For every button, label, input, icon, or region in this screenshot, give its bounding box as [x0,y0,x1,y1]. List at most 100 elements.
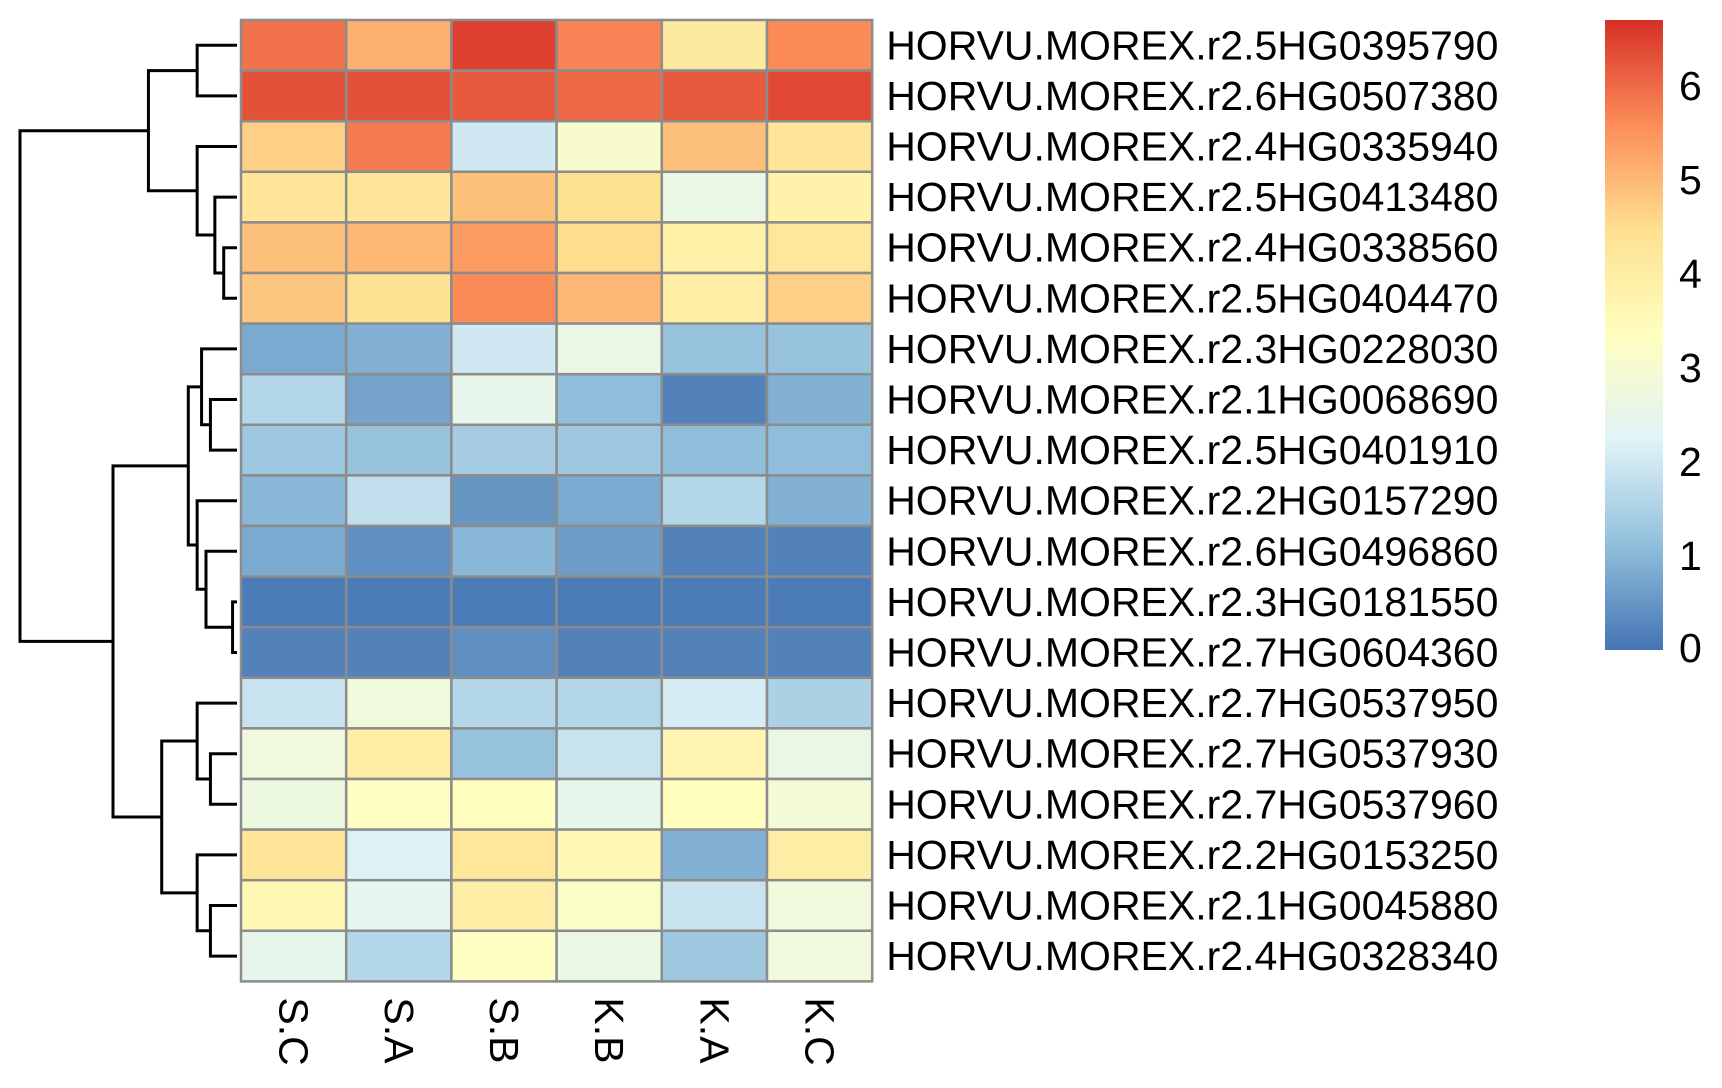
column-label: S.C [271,997,317,1065]
heatmap-cell [450,575,558,629]
heatmap-cell [555,929,664,983]
heatmap-cell [765,524,874,578]
legend-tick-label: 1 [1679,533,1702,579]
heatmap-cell [555,575,664,629]
row-labels: HORVU.MOREX.r2.5HG0395790 HORVU.MOREX.r2.… [886,22,1498,979]
row-label: HORVU.MOREX.r2.6HG0496860 [886,528,1498,574]
row-label: HORVU.MOREX.r2.6HG0507380 [886,73,1498,119]
heatmap-cell [555,625,664,680]
heatmap-cell [660,372,769,427]
heatmap-cell [660,322,769,376]
row-label: HORVU.MOREX.r2.1HG0045880 [886,883,1498,929]
heatmap-cell [555,170,664,224]
heatmap-cell [555,119,664,174]
heatmap-cell [555,423,664,477]
heatmap-cell [450,372,558,427]
dendrogram-branch [200,347,237,427]
heatmap-cell [660,18,769,72]
heatmap-cell [344,271,453,325]
legend-tick-label: 0 [1679,625,1702,671]
column-label: K.A [691,997,737,1064]
heatmap-cell [239,878,348,933]
dendrogram-branch [222,246,237,300]
row-label: HORVU.MOREX.r2.2HG0157290 [886,478,1498,524]
heatmap-cell [239,18,348,72]
heatmap-cell [765,575,874,629]
heatmap-cell [660,625,769,680]
dendrogram-branch [186,385,202,547]
heatmap-cell [344,828,453,882]
dendrogram-branch [195,499,237,591]
dendrogram-branch [111,464,189,819]
heatmap-cell [450,828,558,882]
heatmap-cell [450,170,558,224]
heatmap-cell [555,474,664,528]
heatmap-cell [660,727,769,781]
heatmap-cell [555,676,664,730]
heatmap-cell [344,575,453,629]
heatmap-cell [344,372,453,427]
dendrogram-branch [208,904,237,958]
heatmap-cell [555,878,664,933]
heatmap-cell [765,170,874,224]
heatmap-cell [660,828,769,882]
heatmap-cell [450,676,558,730]
row-label: HORVU.MOREX.r2.5HG0404470 [886,275,1498,321]
dendrogram-branch [213,195,237,275]
heatmap-cell [450,878,558,933]
dendrogram-branch [195,145,237,237]
heatmap-cell [239,119,348,174]
dendrogram-branch [208,752,237,806]
heatmap-cell [344,119,453,174]
heatmap-cell [660,878,769,933]
heatmap-cell [344,929,453,983]
heatmap-cell [450,474,558,528]
dendrogram-branch [231,600,237,654]
heatmap-cell [450,271,558,325]
row-dendrogram [18,43,237,958]
heatmap-cell [239,625,348,680]
dendrogram-branch [195,701,237,781]
heatmap-cell [555,18,664,72]
heatmap-cell [450,777,558,831]
column-labels: S.C S.A S.B K.B K.A K.C [271,997,843,1065]
heatmap-cell [660,170,769,224]
heatmap-cell [344,474,453,528]
heatmap-cell [239,170,348,224]
dendrogram-branch [195,43,237,98]
heatmap-cell [344,676,453,730]
heatmap-cell [555,372,664,427]
heatmap-cell [450,69,558,123]
heatmap-cell [660,474,769,528]
heatmap-cell [450,524,558,578]
heatmap-cell [660,119,769,174]
heatmap-cell [555,828,664,882]
legend-tick-label: 2 [1679,439,1702,485]
row-label: HORVU.MOREX.r2.3HG0228030 [886,326,1498,372]
dendrogram-branch [195,853,237,933]
heatmap-cell [239,372,348,427]
legend-tick-label: 5 [1679,157,1702,203]
heatmap-cell [239,929,348,983]
heatmap-cell [344,221,453,275]
heatmap-cell [239,828,348,882]
row-label: HORVU.MOREX.r2.4HG0328340 [886,933,1498,979]
heatmap-cell [765,727,874,781]
heatmap-cell [765,271,874,325]
column-label: K.C [797,997,843,1065]
heatmap-cell [765,221,874,275]
column-label: K.B [586,997,632,1063]
heatmap-cell [239,676,348,730]
heatmap-cell [660,929,769,983]
heatmap-cell [344,170,453,224]
heatmap-cell [450,221,558,275]
heatmap-cell [660,575,769,629]
row-label: HORVU.MOREX.r2.5HG0413480 [886,174,1498,220]
row-label: HORVU.MOREX.r2.1HG0068690 [886,377,1498,423]
heatmap-cell [344,322,453,376]
row-label: HORVU.MOREX.r2.7HG0604360 [886,630,1498,676]
heatmap-cell [765,929,874,983]
color-legend: 0 1 2 3 4 5 6 [1605,20,1702,671]
heatmap-cell [239,575,348,629]
heatmap-cell [555,69,664,123]
